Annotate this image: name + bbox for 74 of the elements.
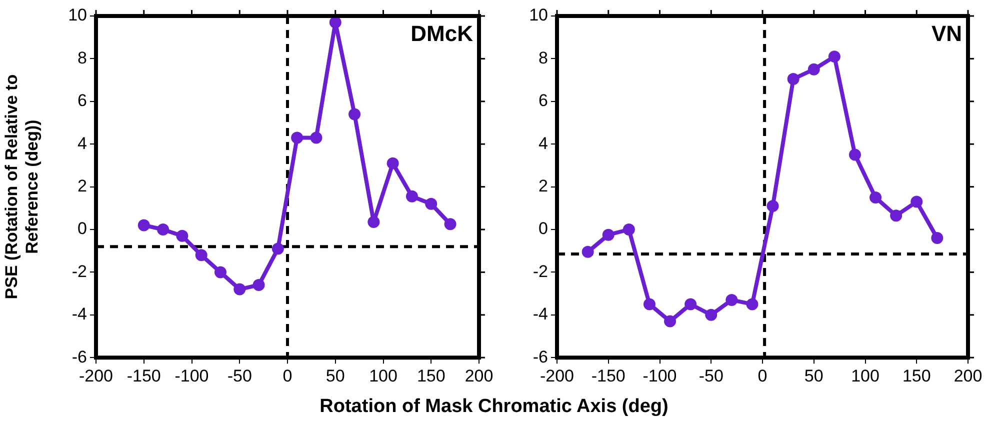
point bbox=[870, 191, 882, 204]
y-tick-label: 8 bbox=[78, 48, 87, 68]
y-tick-label: 8 bbox=[538, 48, 548, 68]
point bbox=[176, 230, 188, 242]
x-tick-label: 100 bbox=[851, 366, 880, 386]
x-axis-title: Rotation of Mask Chromatic Axis (deg) bbox=[318, 396, 670, 418]
point bbox=[643, 298, 656, 310]
point bbox=[310, 132, 322, 144]
point bbox=[910, 196, 923, 208]
point bbox=[705, 308, 718, 321]
x-tick-label: 100 bbox=[369, 366, 398, 386]
x-tick-label: -50 bbox=[227, 366, 252, 386]
point bbox=[406, 190, 418, 202]
x-tick-label: 150 bbox=[902, 366, 931, 386]
x-tick-label: -200 bbox=[540, 366, 574, 386]
point bbox=[425, 198, 438, 210]
x-tick-label: 200 bbox=[954, 366, 982, 386]
annotation: DMcK bbox=[410, 21, 474, 46]
point bbox=[766, 200, 779, 212]
y-tick-label: -6 bbox=[532, 347, 548, 366]
point bbox=[444, 218, 456, 230]
point bbox=[726, 294, 738, 306]
y-tick-label: 2 bbox=[538, 176, 548, 196]
y-tick-label: 4 bbox=[538, 134, 548, 153]
point bbox=[252, 279, 265, 292]
x-tick-label: 50 bbox=[804, 366, 824, 386]
y-tick-label: 0 bbox=[538, 219, 548, 238]
point bbox=[138, 219, 150, 232]
y-tick-label: -2 bbox=[532, 262, 548, 281]
x-tick-label: 200 bbox=[464, 366, 494, 386]
x-tick-label: 0 bbox=[758, 366, 768, 386]
x-tick-label: -100 bbox=[642, 366, 677, 386]
annotation: VN bbox=[931, 21, 962, 46]
x-tick-label: -200 bbox=[78, 366, 114, 386]
x-tick-label: -50 bbox=[698, 366, 724, 386]
y-tick-label: -6 bbox=[72, 347, 87, 366]
point bbox=[684, 298, 697, 310]
y-tick-label: 10 bbox=[529, 6, 548, 25]
y-tick-label: 0 bbox=[78, 219, 87, 238]
point bbox=[622, 224, 635, 236]
point bbox=[386, 157, 399, 170]
point bbox=[214, 266, 226, 278]
point bbox=[368, 216, 380, 228]
point bbox=[890, 210, 902, 222]
y-tick-label: -4 bbox=[72, 304, 87, 324]
y-tick-label: 4 bbox=[78, 134, 87, 153]
x-tick-label: -100 bbox=[174, 366, 209, 386]
point bbox=[582, 246, 594, 258]
point bbox=[602, 228, 614, 241]
point bbox=[291, 132, 304, 144]
x-tick-label: -150 bbox=[126, 366, 161, 386]
point bbox=[746, 298, 758, 310]
point bbox=[157, 224, 170, 236]
y-tick-label: 6 bbox=[538, 91, 548, 110]
x-tick-label: 0 bbox=[282, 366, 292, 386]
y-tick-label: 6 bbox=[78, 91, 87, 110]
y-tick-label: -4 bbox=[532, 304, 548, 324]
point bbox=[787, 72, 800, 85]
y-tick-label: 2 bbox=[78, 176, 87, 196]
point bbox=[272, 242, 284, 255]
point bbox=[348, 108, 361, 120]
y-tick-label: 10 bbox=[68, 6, 87, 25]
y-axis-title: PSE (Rotation of Relative to Reference (deg)) bbox=[2, 74, 42, 300]
x-tick-label: 50 bbox=[326, 366, 345, 386]
point bbox=[828, 50, 840, 63]
x-tick-label: 150 bbox=[416, 366, 446, 386]
point bbox=[234, 283, 246, 296]
point bbox=[195, 249, 208, 262]
point bbox=[931, 232, 944, 244]
y-tick-label: -2 bbox=[72, 262, 87, 281]
point bbox=[664, 315, 676, 328]
point bbox=[808, 63, 820, 76]
point bbox=[848, 148, 861, 161]
x-tick-label: -150 bbox=[591, 366, 626, 386]
